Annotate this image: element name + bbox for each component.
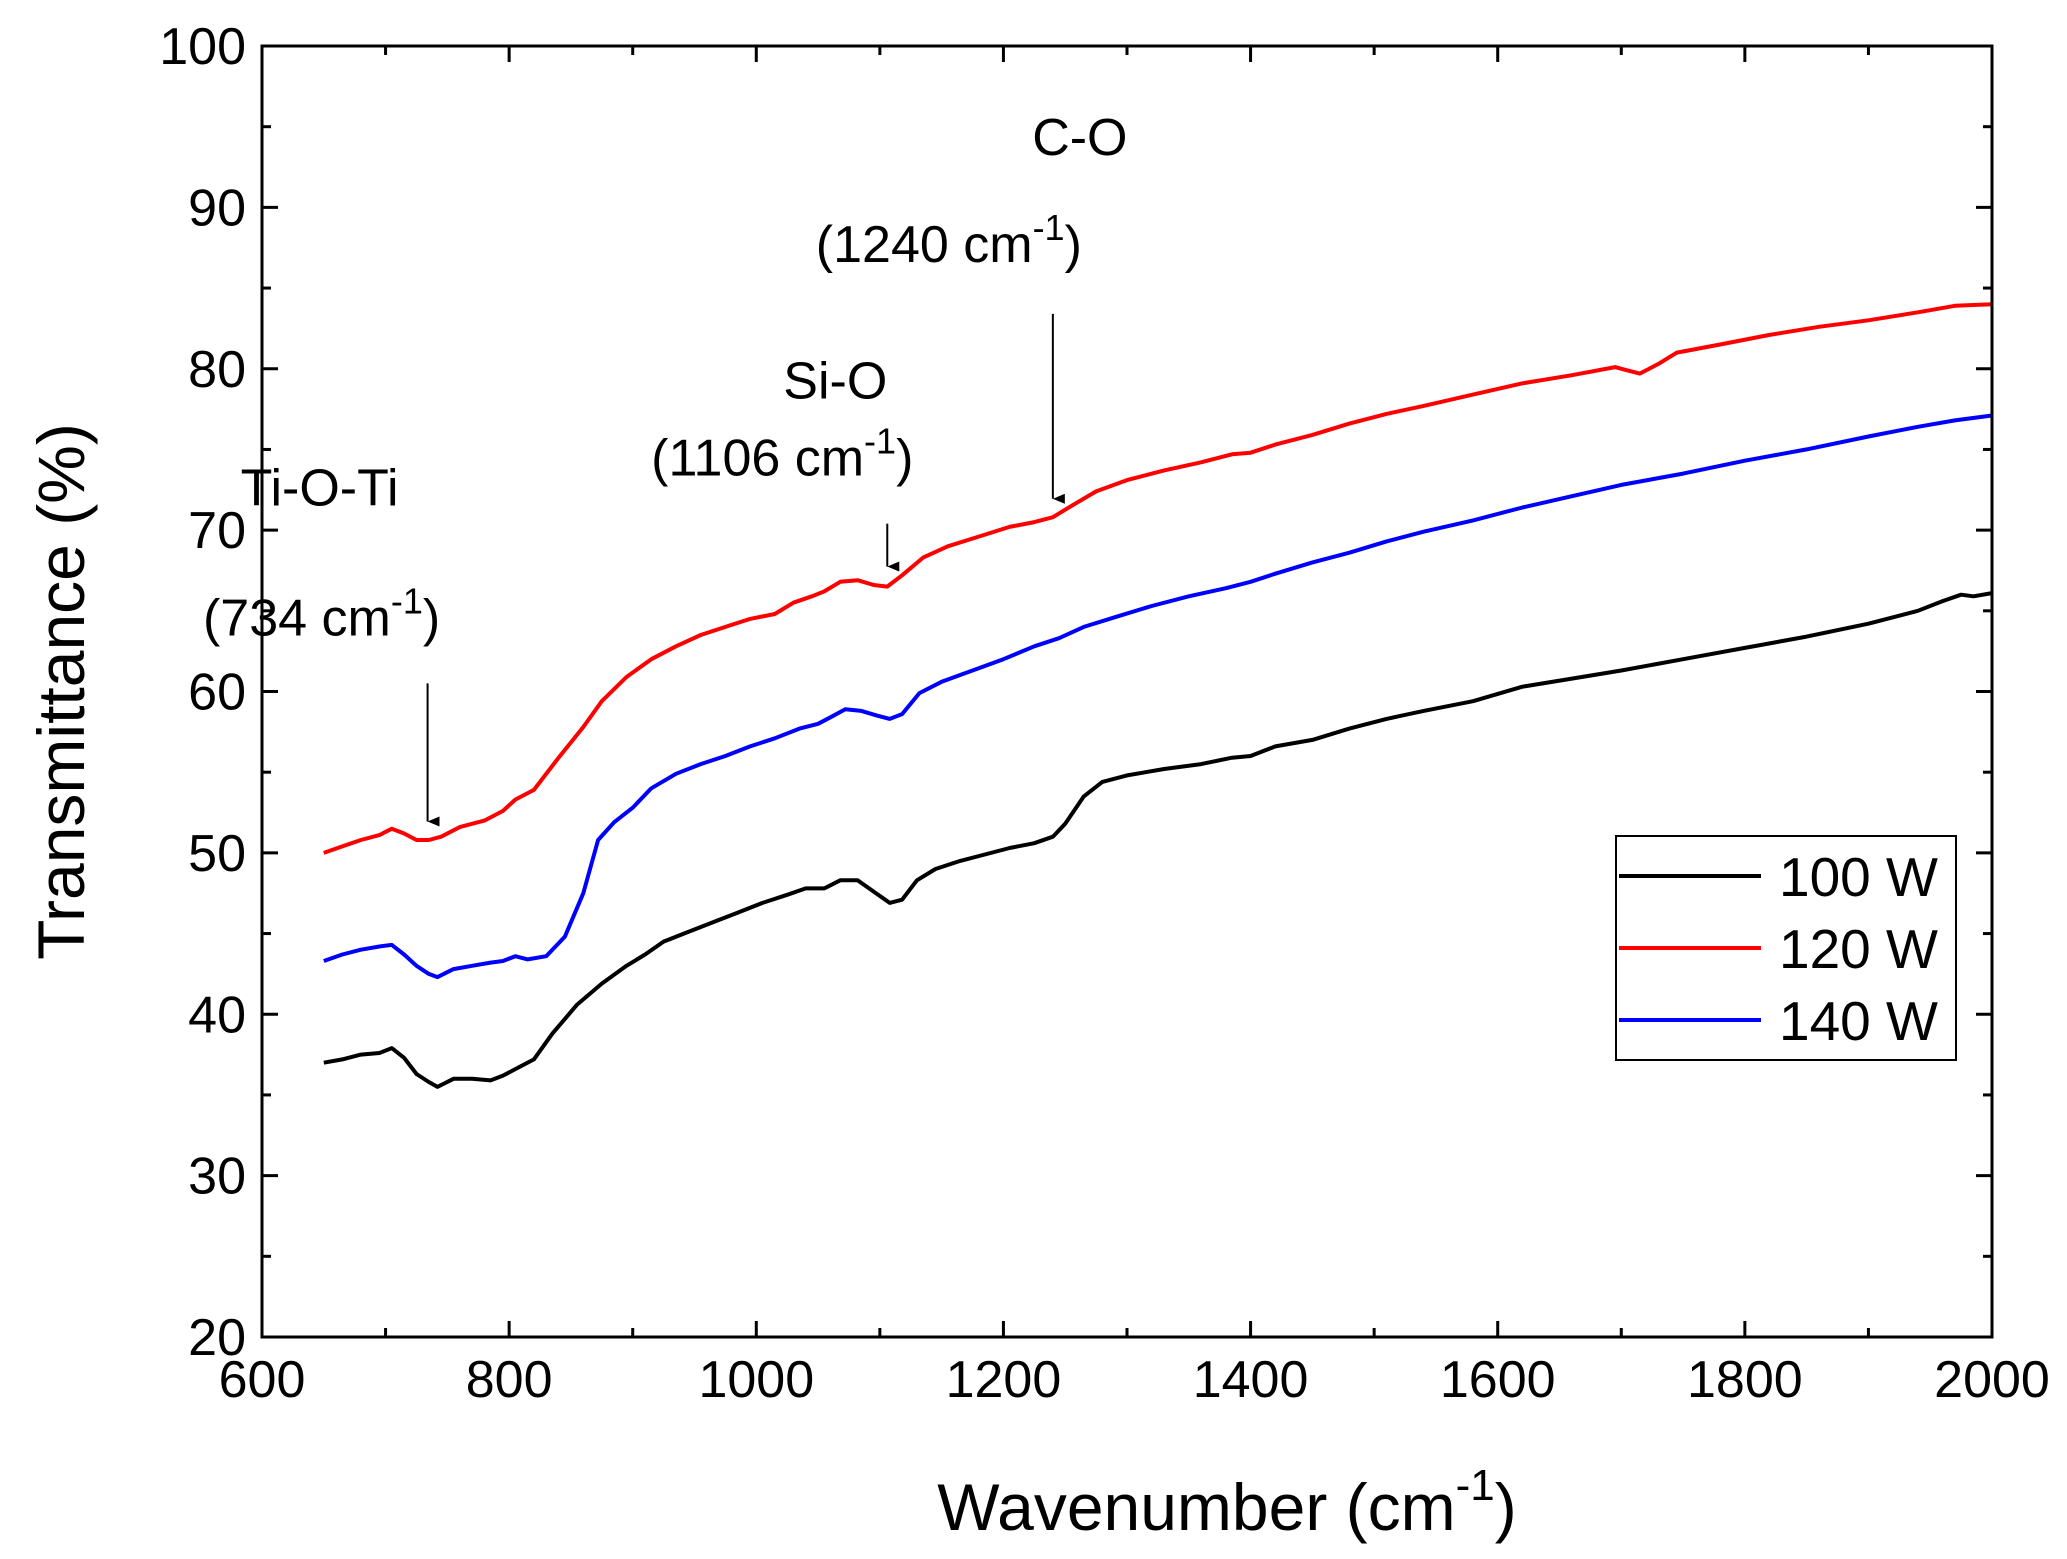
y-tick-label: 60 <box>188 664 246 722</box>
annotation-peak-text: (1106 cm <box>651 430 864 488</box>
x-axis-title-close: ) <box>1495 1470 1517 1544</box>
x-axis: 600 800 1000 1200 1400 1600 1800 2000 <box>219 46 2050 1409</box>
x-tick-label: 1000 <box>698 1351 814 1409</box>
annotation-peak-close: ) <box>896 430 913 488</box>
annotation-label: C-O <box>1032 109 1127 167</box>
x-tick-label: 800 <box>466 1351 553 1409</box>
annotation-layer: Ti-O-Ti(734 cm-1)Si-O(1106 cm-1)C-O(1240… <box>203 109 1128 827</box>
x-axis-title: Wavenumber (cm-1) <box>937 1461 1516 1544</box>
annotation-label: Ti-O-Ti <box>241 459 399 517</box>
annotation-peak-close: ) <box>1065 216 1082 274</box>
annotation-peak: (734 cm-1) <box>203 580 440 647</box>
y-tick-label: 50 <box>188 825 246 883</box>
annotation-peak-text: (1240 cm <box>816 216 1033 274</box>
legend-label: 140 W <box>1779 990 1938 1052</box>
annotation-peak: (1106 cm-1) <box>651 421 913 488</box>
series-layer <box>323 302 1993 1089</box>
x-axis-title-sup: -1 <box>1456 1461 1495 1510</box>
x-tick-label: 600 <box>219 1351 306 1409</box>
x-tick-label: 2000 <box>1934 1351 2050 1409</box>
y-tick-label: 70 <box>188 502 246 560</box>
y-tick-label: 30 <box>188 1148 246 1206</box>
x-tick-label: 1800 <box>1687 1351 1803 1409</box>
annotation-peak-close: ) <box>423 589 440 647</box>
annotation-peak-sup: -1 <box>391 580 423 621</box>
legend-label: 120 W <box>1779 918 1938 980</box>
y-tick-label: 100 <box>159 18 246 76</box>
legend: 100 W 120 W 140 W <box>1615 835 1957 1061</box>
x-tick-label: 1600 <box>1440 1351 1556 1409</box>
y-axis-title: Transmittance (%) <box>24 423 98 960</box>
legend-label: 100 W <box>1779 846 1938 908</box>
annotation-label: Si-O <box>783 353 887 411</box>
annotation-peak-sup: -1 <box>864 421 896 462</box>
plot-frame <box>260 44 1994 1339</box>
x-tick-label: 1200 <box>946 1351 1062 1409</box>
y-tick-label: 40 <box>188 986 246 1044</box>
y-tick-label: 20 <box>188 1309 246 1367</box>
series-line-100-w <box>323 591 1993 1089</box>
y-tick-label: 90 <box>188 179 246 237</box>
series-line-140-w <box>323 413 1993 980</box>
y-axis: 20 30 40 50 60 70 80 90 100 <box>159 18 1992 1367</box>
y-tick-label: 80 <box>188 341 246 399</box>
annotation-peak-text: (734 cm <box>203 589 391 647</box>
series-line-120-w <box>323 302 1993 855</box>
annotation-peak: (1240 cm-1) <box>816 207 1082 274</box>
x-axis-title-main: Wavenumber (cm <box>937 1470 1455 1544</box>
x-tick-label: 1400 <box>1193 1351 1309 1409</box>
annotation-peak-sup: -1 <box>1033 207 1065 248</box>
